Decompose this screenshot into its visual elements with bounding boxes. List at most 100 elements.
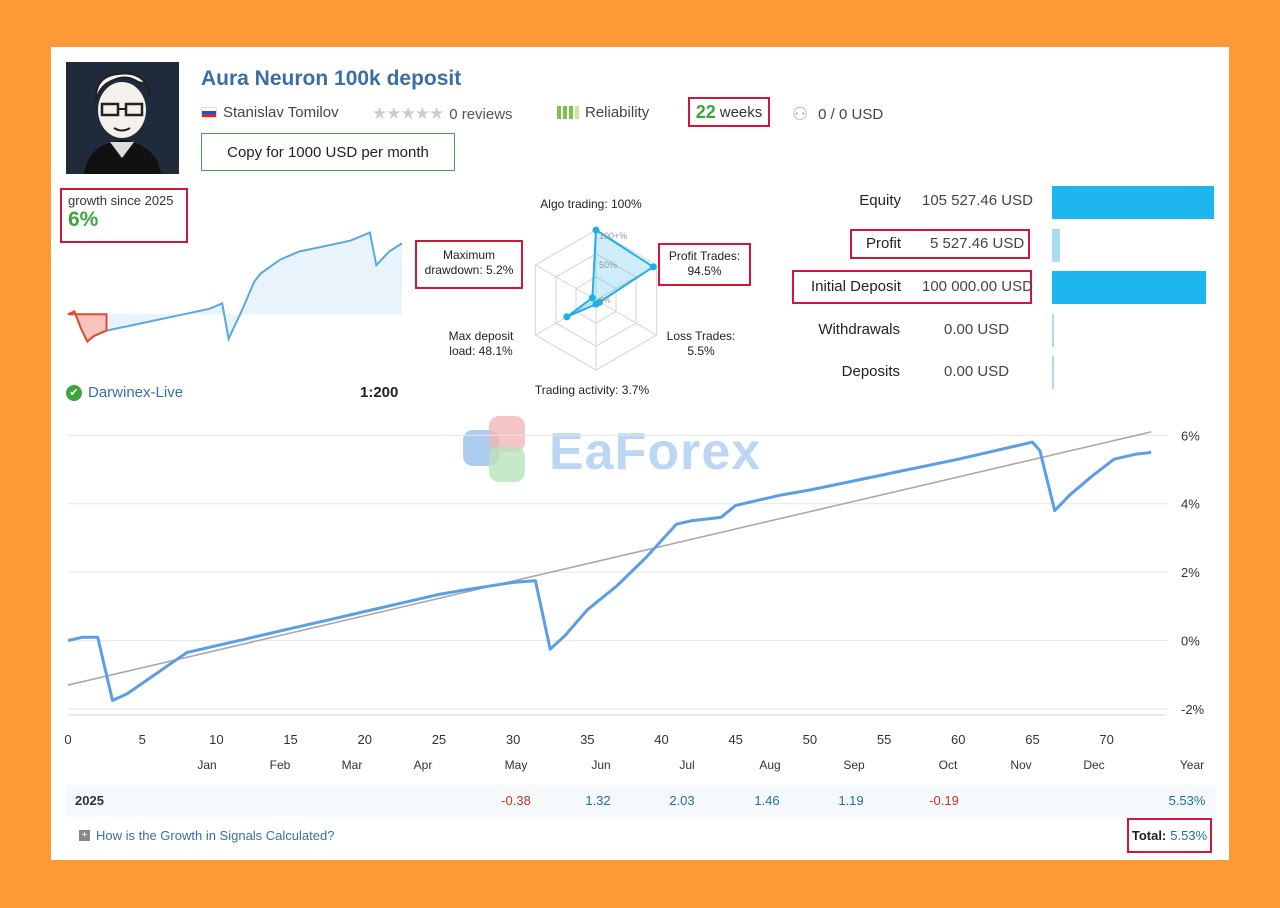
month-label: Year [1180,758,1204,772]
month-label: Jun [591,758,610,772]
radar-drawdown-label: Maximum [442,248,495,262]
growth-label: growth since 2025 [68,193,174,208]
weeks-number: 22 [695,101,716,122]
plus-box-icon: + [79,830,90,841]
radar-algo: Algo trading: 100% [540,197,642,211]
growth-value: 6% [68,208,99,231]
trend-line [67,431,1152,686]
subscribers-icon: ⚇ [792,104,809,124]
initial-deposit-label: Initial Deposit [810,278,901,295]
radar-loss: Loss Trades: 5.5% [656,329,746,359]
radar-load-label: Max deposit [448,329,514,343]
x-tick-label: 35 [580,732,594,747]
year-month-value: 5.53% [1168,793,1206,808]
watermark-logo-icon [463,416,525,482]
x-tick-label: 70 [1099,732,1113,747]
radar-profit-label: Profit Trades: [668,249,741,263]
month-label: Jul [679,758,694,772]
initial-deposit-value: 100 000.00 USD [922,278,1033,295]
deposits-label: Deposits [841,363,900,380]
equity-value: 105 527.46 USD [922,192,1033,209]
month-label: Nov [1010,758,1031,772]
y-tick-label: 2% [1181,565,1200,580]
rating-stars-icon: ★★★★★ [372,104,444,123]
x-tick-label: 15 [283,732,297,747]
initial-deposit-highlight [792,270,1032,304]
year-month-value: 1.46 [754,793,780,808]
howto-text: How is the Growth in Signals Calculated? [96,828,335,843]
reviews[interactable]: ★★★★★ 0 reviews [372,104,513,124]
year-month-value: 2.03 [669,793,695,808]
total-box: Total: 5.53% [1127,818,1212,853]
total-value: 5.53% [1170,828,1208,843]
radar-axis [535,264,597,301]
year-month-value: 1.32 [585,793,611,808]
withdrawals-label: Withdrawals [818,321,900,338]
radar-point [563,313,571,321]
radar-ring-50-label: 50% [599,260,617,270]
year-label: 2025 [75,793,104,808]
month-label: May [505,758,528,772]
signal-title[interactable]: Aura Neuron 100k deposit [201,67,462,90]
radar-ring-100-label: 100+% [599,231,627,241]
profit-value: 5 527.46 USD [930,235,1025,252]
month-label: Dec [1083,758,1104,772]
x-tick-label: 30 [506,732,520,747]
year-row [66,785,1216,817]
watermark-text: EaForex [549,423,762,481]
subscribers[interactable]: ⚇ 0 / 0 USD [792,104,883,125]
radar-profit-value: 94.5% [687,264,722,278]
howto-link[interactable]: + How is the Growth in Signals Calculate… [79,828,334,843]
radar-chart: 100+% 50% 0% [534,226,658,371]
x-tick-label: 10 [209,732,223,747]
radar-drawdown-value: drawdown: 5.2% [424,263,514,277]
equity-label: Equity [859,192,901,209]
month-label: Jan [197,758,216,772]
copy-button[interactable]: Copy for 1000 USD per month [201,133,455,171]
reliability[interactable]: Reliability [557,104,649,121]
broker-name: Darwinex-Live [88,384,184,401]
year-month-value: -0.19 [929,793,959,808]
growth-line [67,440,1152,702]
x-tick-label: 25 [432,732,446,747]
author-name: Stanislav Tomilov [223,104,339,121]
watermark: EaForex [459,412,761,492]
month-label: Mar [342,758,363,772]
avatar[interactable] [66,62,179,174]
mini-drawdown [67,310,108,344]
x-tick-label: 40 [654,732,668,747]
radar-point [649,263,657,271]
broker[interactable]: ✔ Darwinex-Live [66,384,183,401]
mini-growth-chart [67,231,403,344]
growth-box: growth since 2025 6% [60,188,188,243]
y-tick-label: -2% [1181,702,1205,717]
subscribers-value: 0 / 0 USD [818,106,884,123]
radar-drawdown: Maximum drawdown: 5.2% [415,240,523,289]
author[interactable]: Stanislav Tomilov [201,104,339,121]
radar-point [588,294,596,302]
profit-bar [1052,229,1061,262]
withdrawals-bar [1052,314,1054,347]
x-tick-label: 65 [1025,732,1039,747]
deposits-value: 0.00 USD [944,363,1010,380]
month-label: Aug [759,758,780,772]
reliability-label: Reliability [585,104,650,121]
radar-activity: Trading activity: 3.7% [534,383,650,397]
weeks-word: weeks [719,103,763,121]
verified-check-icon: ✔ [66,384,82,401]
radar-profit: Profit Trades: 94.5% [658,243,751,286]
year-month-value: 1.19 [838,793,864,808]
month-label: Feb [270,758,291,772]
equity-bar [1052,186,1214,219]
x-tick-label: 50 [803,732,817,747]
reliability-bars-icon [557,106,579,119]
signal-panel: Aura Neuron 100k deposit Stanislav Tomil… [51,47,1229,860]
weeks-badge: 22 weeks [688,97,770,127]
withdrawals-value: 0.00 USD [944,321,1010,338]
reviews-count: 0 reviews [449,105,513,123]
total-label: Total: [1131,828,1167,843]
radar-load: Max deposit load: 48.1% [441,329,521,359]
radar-point [592,226,600,234]
profit-label: Profit [865,235,901,252]
radar-load-value: load: 48.1% [449,344,513,358]
